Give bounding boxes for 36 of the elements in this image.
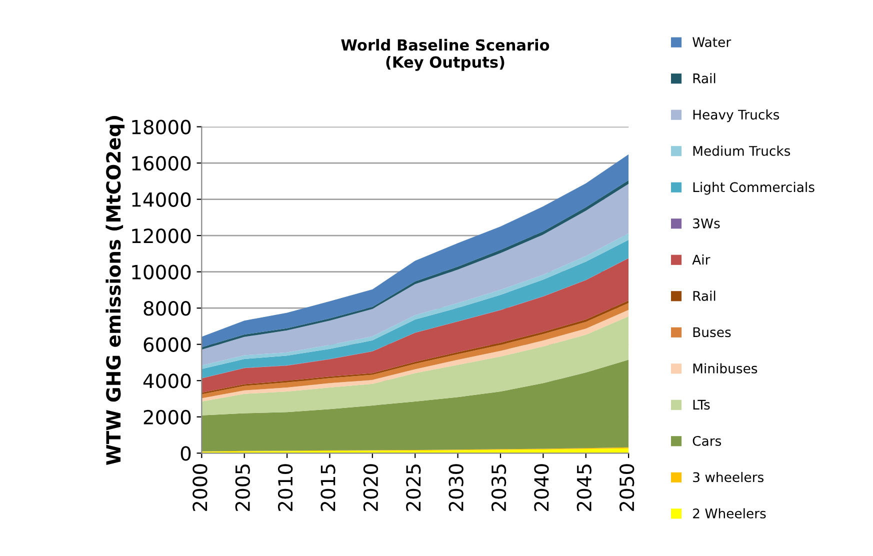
x-tick-label: 2050	[619, 464, 634, 511]
y-tick-label: 10000	[132, 264, 191, 280]
y-tick-label: 8000	[144, 301, 191, 316]
legend-label: Heavy Trucks	[693, 109, 780, 122]
y-tick-label: 16000	[132, 156, 191, 171]
legend-label: 3Ws	[693, 218, 720, 228]
y-tick-label: 18000	[132, 120, 191, 134]
chart-title: World Baseline Scenario (Key Outputs)	[341, 38, 550, 71]
legend-label: Air	[692, 254, 710, 264]
y-tick-label: 4000	[143, 374, 191, 388]
y-tick-label: 14000	[132, 192, 191, 207]
legend-label: 2 Wheelers	[693, 508, 766, 518]
legend-label: Medium Trucks	[693, 146, 790, 156]
legend-label: Cars	[692, 436, 722, 446]
legend-label: Minibuses	[693, 363, 758, 374]
legend-label: Rail	[693, 290, 716, 301]
x-tick-label: 2040	[534, 464, 549, 511]
y-tick-label: 0	[180, 446, 191, 461]
legend-label: LTs	[693, 400, 710, 410]
y-tick-label: 6000	[144, 337, 191, 352]
y-tick-label: 2000	[144, 410, 191, 425]
y-axis-title: WTW GHG emissions (MtCO2eq)	[106, 116, 125, 465]
x-tick-label: 2045	[576, 464, 592, 511]
x-tick-label: 2020	[363, 464, 378, 511]
legend-label: 3 wheelers	[693, 472, 764, 482]
x-tick-label: 2010	[278, 464, 293, 511]
x-tick-label: 2035	[491, 464, 506, 511]
x-tick-label: 2030	[448, 464, 464, 511]
x-tick-label: 2025	[406, 464, 421, 511]
x-tick-label: 2005	[235, 464, 250, 511]
legend-label: Rail	[693, 73, 716, 84]
legend-label: Buses	[693, 327, 731, 338]
legend-label: Water	[692, 37, 732, 48]
legend-label: Light Commercials	[693, 182, 814, 195]
x-tick-label: 2015	[320, 464, 336, 511]
y-tick-label: 12000	[132, 228, 191, 244]
